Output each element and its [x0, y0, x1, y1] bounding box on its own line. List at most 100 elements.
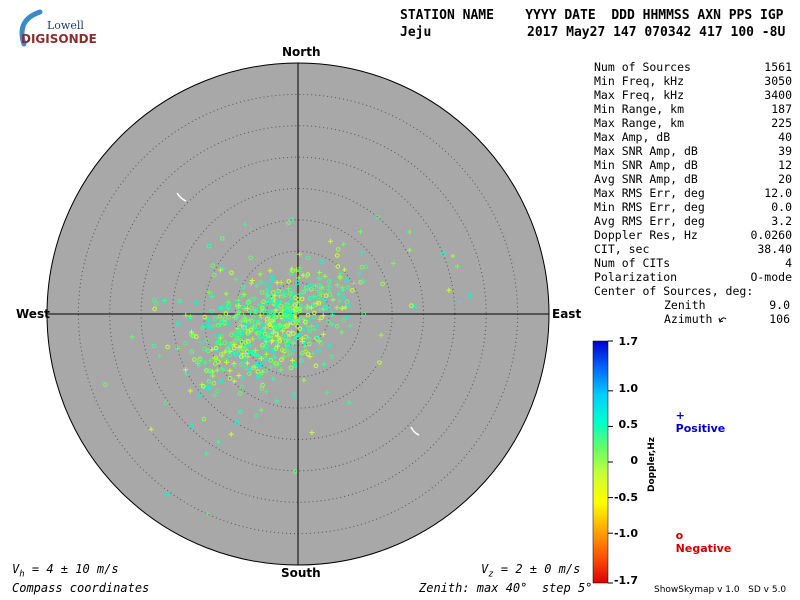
source-point-positive — [236, 373, 242, 379]
source-point-positive — [252, 364, 258, 370]
source-point-positive — [273, 303, 279, 309]
arc-marker-nw — [176, 192, 187, 202]
source-point-negative — [103, 382, 108, 387]
colorbar-tick-label: -1.0 — [613, 527, 638, 540]
source-point-positive — [207, 358, 213, 364]
source-point-negative — [292, 469, 298, 474]
source-point-negative — [209, 308, 215, 314]
source-point-negative — [204, 338, 209, 343]
source-point-positive — [204, 451, 209, 457]
source-point-negative — [341, 317, 346, 323]
source-point-positive — [205, 317, 211, 323]
source-point-negative — [194, 334, 199, 339]
source-point-positive — [247, 317, 253, 323]
source-point-positive — [248, 320, 254, 326]
source-point-negative — [278, 303, 283, 309]
stats-value: 1561 — [764, 60, 792, 74]
source-point-negative — [200, 325, 206, 331]
source-point-negative — [225, 346, 230, 352]
source-point-negative — [151, 297, 157, 303]
source-point-negative — [175, 321, 181, 327]
stats-row: Avg SNR Amp, dB 20 — [594, 172, 792, 186]
source-point-positive — [275, 300, 281, 306]
colorbar-ticks — [608, 340, 613, 584]
source-point-negative — [290, 310, 295, 316]
source-point-positive — [263, 351, 269, 357]
source-point-positive — [278, 299, 284, 305]
source-point-negative — [211, 380, 217, 386]
source-point-positive — [235, 299, 240, 305]
source-point-negative — [234, 420, 239, 425]
source-point-negative — [177, 298, 182, 304]
source-point-positive — [314, 288, 320, 293]
source-point-positive — [317, 276, 323, 282]
source-point-positive — [278, 280, 284, 286]
source-point-positive — [228, 431, 234, 437]
source-point-negative — [316, 294, 321, 300]
source-point-negative — [286, 220, 291, 225]
stats-value: 225 — [771, 116, 792, 130]
source-point-positive — [319, 286, 325, 292]
source-point-positive — [242, 357, 248, 363]
source-point-negative — [259, 305, 265, 311]
source-point-positive — [266, 289, 272, 294]
source-point-positive — [244, 306, 250, 312]
source-point-positive — [290, 341, 296, 347]
source-point-negative — [292, 363, 298, 369]
stats-row: Min Freq, kHz 3050 — [594, 74, 792, 88]
source-point-negative — [262, 331, 268, 337]
source-point-positive — [336, 291, 342, 297]
source-point-positive — [238, 318, 244, 324]
stats-label: Avg SNR Amp, dB — [594, 172, 698, 186]
source-point-negative — [237, 409, 243, 415]
stats-label: Avg RMS Err, deg — [594, 214, 705, 228]
source-point-negative — [334, 253, 340, 258]
source-point-positive — [278, 367, 284, 373]
source-point-negative — [360, 279, 366, 284]
source-point-positive — [221, 367, 227, 373]
source-point-positive — [283, 346, 289, 352]
source-point-negative — [288, 365, 294, 371]
source-point-negative — [375, 214, 381, 220]
source-point-positive — [267, 268, 273, 274]
source-point-negative — [255, 320, 261, 325]
source-point-negative — [152, 306, 157, 312]
source-point-positive — [240, 312, 246, 318]
source-point-positive — [329, 312, 335, 318]
source-point-negative — [294, 280, 300, 286]
stats-row: Min RMS Err, deg 0.0 — [594, 200, 792, 214]
source-point-negative — [291, 331, 296, 336]
source-point-positive — [251, 314, 256, 320]
stats-label: Max Range, km — [594, 116, 685, 130]
stats-label: Max Amp, dB — [594, 130, 671, 144]
source-point-negative — [274, 331, 279, 337]
stats-row: Min SNR Amp, dB 12 — [594, 158, 792, 172]
source-point-negative — [306, 316, 311, 322]
source-point-negative — [280, 347, 285, 353]
source-point-positive — [341, 267, 347, 273]
source-point-positive — [219, 305, 225, 311]
source-point-positive — [269, 326, 274, 332]
source-point-positive — [249, 278, 255, 283]
source-point-positive — [254, 283, 260, 289]
west-label: West — [16, 307, 50, 321]
vz-velocity: Vz = 2 ± 0 m/s — [481, 562, 581, 580]
source-point-negative — [291, 392, 296, 398]
source-point-negative — [307, 296, 313, 301]
colorbar-axis-label: Doppler,Hz — [647, 436, 657, 492]
stats-label: Min RMS Err, deg — [594, 200, 705, 214]
source-point-negative — [312, 310, 317, 316]
source-point-positive — [334, 305, 340, 311]
source-point-negative — [234, 336, 239, 341]
stats-value: 20 — [778, 172, 792, 186]
source-point-negative — [292, 361, 297, 367]
source-point-negative — [218, 352, 224, 357]
source-point-positive — [455, 264, 460, 269]
source-point-negative — [264, 344, 269, 349]
source-point-positive — [283, 307, 289, 312]
source-point-negative — [267, 285, 273, 290]
stats-row: Max Freq, kHz 3400 — [594, 88, 792, 102]
source-point-negative — [363, 264, 369, 270]
source-point-negative — [213, 361, 218, 366]
source-point-negative — [165, 344, 170, 350]
